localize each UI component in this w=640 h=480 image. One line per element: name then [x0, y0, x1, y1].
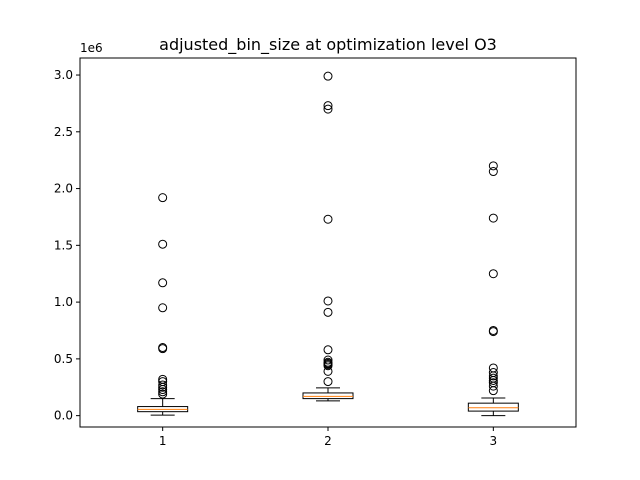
- outlier-point: [158, 387, 168, 397]
- outlier-point: [158, 278, 168, 288]
- y-tick-label: 0.5: [54, 352, 73, 366]
- x-tick-label: 1: [159, 434, 167, 448]
- iqr-box: [467, 402, 519, 412]
- outlier-point: [488, 167, 498, 177]
- outlier-point: [488, 161, 498, 171]
- y-tick-label: 2.5: [54, 125, 73, 139]
- axes-frame: [79, 57, 577, 428]
- outlier-point: [488, 381, 498, 391]
- outlier-point: [323, 355, 333, 365]
- outlier-point: [323, 377, 333, 387]
- outlier-point: [158, 382, 168, 392]
- outlier-point: [158, 193, 168, 203]
- y-tick-label: 0.0: [54, 409, 73, 423]
- outlier-point: [323, 345, 333, 355]
- outlier-point: [323, 101, 333, 111]
- outlier-point: [158, 239, 168, 249]
- outlier-point: [158, 303, 168, 313]
- outlier-point: [323, 296, 333, 306]
- y-tick-label: 3.0: [54, 68, 73, 82]
- outlier-point: [323, 104, 333, 114]
- outlier-point: [488, 375, 498, 385]
- outlier-point: [323, 214, 333, 224]
- outlier-point: [158, 389, 168, 399]
- box-group-3: [467, 161, 519, 417]
- outlier-point: [488, 213, 498, 223]
- outlier-point: [488, 327, 498, 337]
- outlier-point: [488, 386, 498, 396]
- outlier-point: [323, 71, 333, 81]
- outlier-point: [488, 269, 498, 279]
- outlier-point: [323, 366, 333, 376]
- x-tick-label: 3: [490, 434, 498, 448]
- box-group-1: [137, 193, 189, 416]
- outlier-point: [158, 344, 168, 354]
- chart-title: adjusted_bin_size at optimization level …: [159, 35, 497, 55]
- y-tick-label: 1.0: [54, 295, 73, 309]
- outlier-point: [158, 380, 168, 390]
- y-tick-label: 1.5: [54, 238, 73, 252]
- outlier-point: [323, 307, 333, 317]
- plot-area: 0.0 0.5 1.0 1.5 2.0 2.5 3.0 1 2 3: [54, 68, 519, 448]
- y-tick-label: 2.0: [54, 182, 73, 196]
- outlier-point: [158, 385, 168, 395]
- outlier-point: [323, 361, 333, 371]
- iqr-box: [302, 392, 354, 400]
- y-axis-offset-label: 1e6: [80, 41, 103, 55]
- x-tick-label: 2: [324, 434, 332, 448]
- outlier-point: [488, 371, 498, 381]
- box-group-2: [302, 71, 354, 402]
- outlier-point: [488, 363, 498, 373]
